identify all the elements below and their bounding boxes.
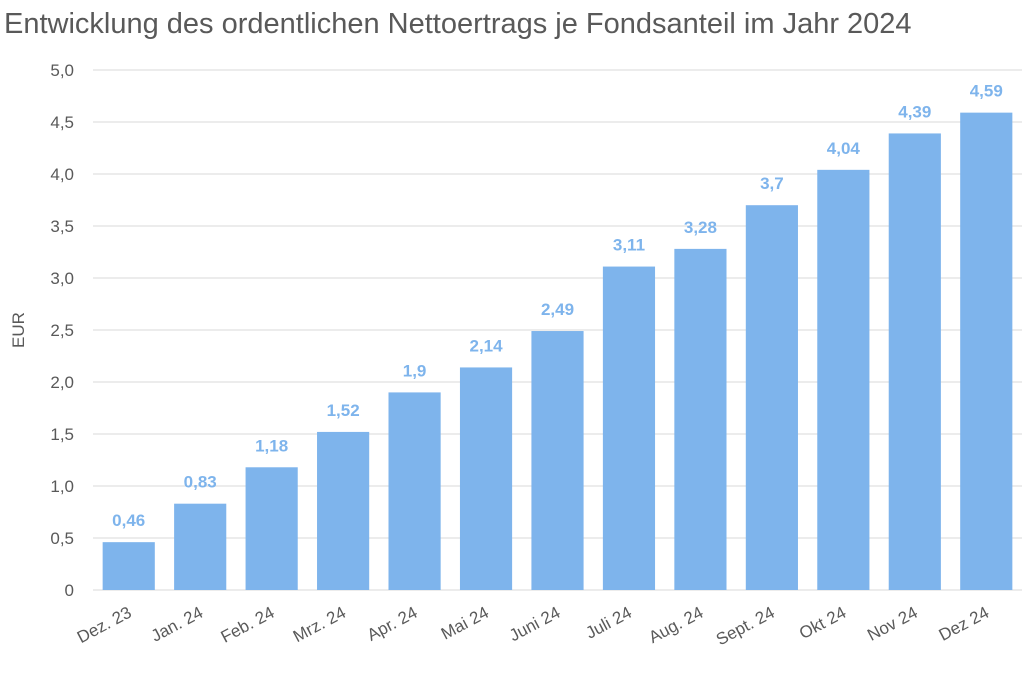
data-label: 1,18 [255, 436, 288, 455]
data-label: 4,39 [898, 102, 931, 121]
x-tick-label: Mai 24 [438, 603, 492, 644]
y-tick-label: 2,0 [50, 373, 74, 392]
data-label: 1,52 [327, 401, 360, 420]
data-labels: 0,46 0,83 1,18 1,52 1,9 2,14 2,49 3,11 3,28 3,7 4,… [112, 82, 1003, 531]
data-label: 1,9 [403, 361, 427, 380]
y-axis-label: EUR [9, 312, 28, 348]
y-tick-label: 3,0 [50, 269, 74, 288]
y-tick-label: 3,5 [50, 217, 74, 236]
bar [960, 112, 1013, 590]
y-tick-label: 0,5 [50, 529, 74, 548]
y-axis-ticks: 0 0,5 1,0 1,5 2,0 2,5 3,0 3,5 4,0 4,5 5,0 [50, 61, 74, 600]
x-axis-ticks: Dez. 23 Jan. 24 Feb. 24 Mrz. 24 Apr. 24 Mai 2… [74, 603, 992, 650]
bar [102, 542, 155, 590]
x-tick-label: Juli 24 [583, 603, 635, 643]
x-tick-label: Jan. 24 [148, 603, 206, 646]
y-tick-label: 4,5 [50, 113, 74, 132]
x-tick-label: Apr. 24 [364, 603, 420, 645]
data-label: 4,04 [827, 139, 861, 158]
x-tick-label: Nov 24 [864, 603, 920, 645]
data-label: 2,14 [469, 336, 503, 355]
y-tick-label: 4,0 [50, 165, 74, 184]
x-tick-label: Dez. 23 [74, 603, 135, 647]
x-tick-label: Dez 24 [936, 603, 992, 645]
bar [459, 367, 513, 590]
y-tick-label: 1,5 [50, 425, 74, 444]
bar [674, 248, 727, 590]
data-label: 0,83 [184, 473, 217, 492]
bar [245, 467, 298, 590]
x-tick-label: Mrz. 24 [290, 603, 349, 646]
chart-title: Entwicklung des ordentlichen Nettoertrag… [4, 8, 912, 40]
bar [602, 266, 656, 590]
y-tick-label: 1,0 [50, 477, 74, 496]
data-label: 0,46 [112, 511, 145, 530]
x-tick-label: Feb. 24 [218, 603, 278, 647]
bars [102, 112, 1013, 590]
x-tick-label: Aug. 24 [646, 603, 707, 647]
bar [174, 503, 227, 590]
data-label: 3,7 [760, 174, 784, 193]
bar [531, 331, 584, 590]
data-label: 3,11 [613, 236, 645, 255]
bar [745, 205, 798, 590]
bar [388, 392, 441, 590]
data-label: 3,28 [684, 218, 717, 237]
y-tick-label: 5,0 [50, 61, 74, 80]
bar [317, 431, 370, 590]
x-tick-label: Okt 24 [796, 603, 849, 643]
bar [817, 169, 870, 590]
bar [888, 133, 941, 590]
x-tick-label: Juni 24 [506, 603, 563, 646]
data-label: 2,49 [541, 300, 574, 319]
data-label: 4,59 [970, 82, 1003, 101]
y-tick-label: 2,5 [50, 321, 74, 340]
x-tick-label: Sept. 24 [713, 603, 778, 650]
y-tick-label: 0 [65, 581, 74, 600]
